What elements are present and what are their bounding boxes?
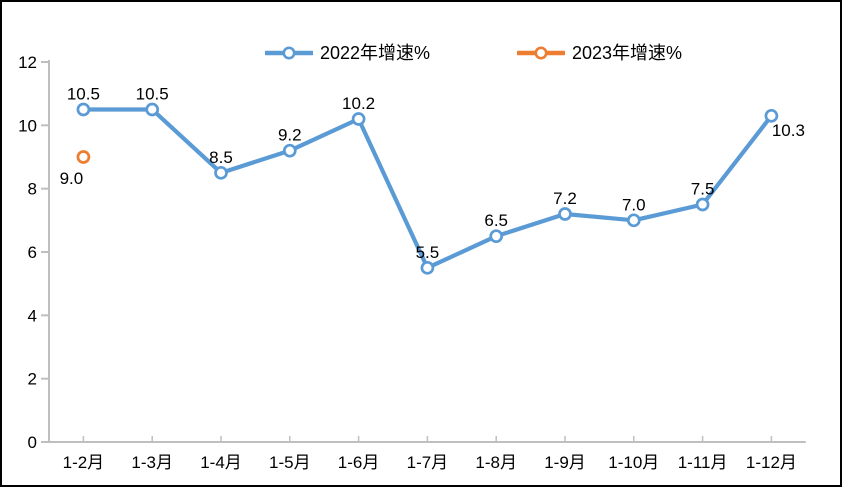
data-label: 9.2	[278, 126, 302, 145]
data-point	[282, 143, 297, 158]
data-point	[764, 108, 779, 123]
y-tick-label: 2	[28, 370, 37, 389]
y-tick-label: 4	[28, 306, 37, 325]
data-label: 5.5	[416, 243, 440, 262]
x-tick-label: 1-9月	[544, 453, 586, 472]
x-tick-label: 1-8月	[475, 453, 517, 472]
x-tick-label: 1-10月	[608, 453, 659, 472]
data-point	[489, 229, 504, 244]
x-tick-label: 1-3月	[131, 453, 173, 472]
y-tick-label: 0	[28, 433, 37, 452]
x-tick-label: 1-2月	[63, 453, 105, 472]
data-label: 9.0	[60, 169, 84, 188]
x-tick-label: 1-6月	[338, 453, 380, 472]
x-tick-label: 1-11月	[678, 453, 728, 472]
data-label: 10.3	[772, 121, 805, 140]
x-tick-label: 1-12月	[746, 453, 797, 472]
data-label: 7.5	[691, 180, 715, 199]
y-tick-label: 12	[18, 53, 37, 72]
x-tick-label: 1-4月	[200, 453, 242, 472]
y-tick-label: 10	[18, 116, 37, 135]
x-tick-label: 1-7月	[407, 453, 449, 472]
data-label: 7.2	[553, 189, 577, 208]
data-label: 6.5	[484, 211, 508, 230]
data-label: 10.2	[342, 94, 375, 113]
y-tick-label: 8	[28, 180, 37, 199]
data-label: 8.5	[209, 148, 233, 167]
data-point	[626, 213, 641, 228]
data-point	[420, 260, 435, 275]
data-label: 10.5	[67, 85, 100, 104]
x-tick-label: 1-5月	[269, 453, 311, 472]
y-tick-label: 6	[28, 243, 37, 262]
data-point	[76, 102, 91, 117]
data-point	[558, 207, 572, 221]
data-point	[145, 102, 160, 117]
data-point	[695, 197, 710, 212]
data-point	[351, 112, 366, 126]
data-label: 7.0	[622, 195, 646, 214]
data-point	[214, 165, 228, 180]
data-point	[76, 150, 91, 164]
data-label: 10.5	[136, 85, 169, 104]
